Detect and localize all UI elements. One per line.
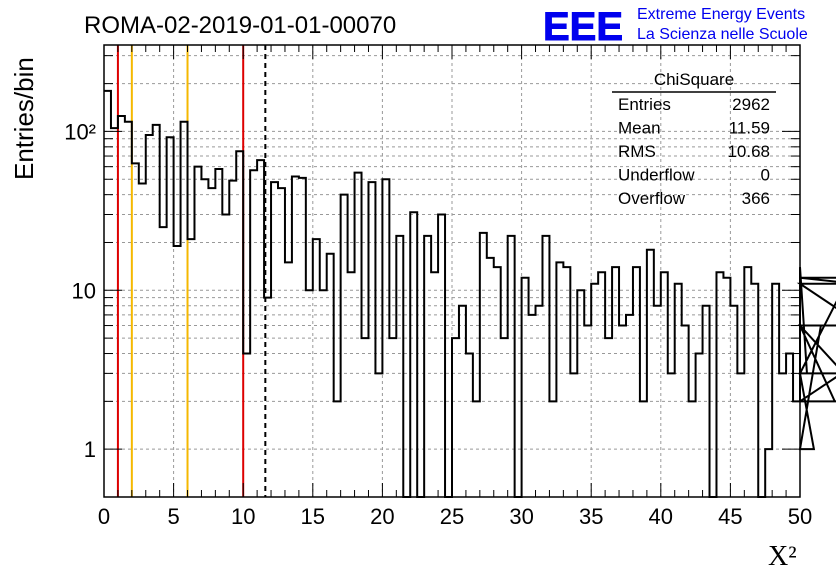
stats-box: ChiSquare Entries 2962 Mean 11.59 RMS 10.68 Un… bbox=[612, 70, 776, 208]
stats-row-label: RMS bbox=[618, 142, 656, 161]
y-tick-labels: 1 10 10² bbox=[64, 119, 96, 462]
x-tick-label: 40 bbox=[649, 504, 673, 529]
y-axis-label: Entries/bin bbox=[9, 57, 39, 180]
chart-title: ROMA-02-2019-01-01-00070 bbox=[84, 12, 396, 39]
x-tick-label: 45 bbox=[718, 504, 742, 529]
x-tick-label: 5 bbox=[167, 504, 179, 529]
histogram-outline bbox=[104, 89, 836, 498]
x-tick-label: 0 bbox=[98, 504, 110, 529]
y-tick-label: 10 bbox=[72, 278, 96, 303]
x-tick-label: 35 bbox=[579, 504, 603, 529]
stats-row-value: 0 bbox=[761, 166, 770, 185]
stats-row-label: Entries bbox=[618, 95, 671, 114]
plot-axes bbox=[103, 44, 801, 498]
stats-rows: Entries 2962 Mean 11.59 RMS 10.68 Underflow 0 Ov… bbox=[618, 95, 770, 208]
x-tick-label: 15 bbox=[301, 504, 325, 529]
stats-row-value: 11.59 bbox=[729, 119, 770, 138]
stats-title: ChiSquare bbox=[654, 70, 734, 89]
logo-subtitle-line2: La Scienza nelle Scuole bbox=[637, 26, 808, 43]
x-axis-label: X² bbox=[768, 541, 797, 572]
x-tick-label: 10 bbox=[231, 504, 255, 529]
x-tick-label: 30 bbox=[509, 504, 533, 529]
stats-row-value: 2962 bbox=[732, 95, 770, 114]
eee-logo: EEE bbox=[543, 5, 623, 49]
stats-row-value: 366 bbox=[742, 189, 770, 208]
x-tick-label: 20 bbox=[370, 504, 394, 529]
x-tick-label: 25 bbox=[440, 504, 464, 529]
stats-row-value: 10.68 bbox=[727, 142, 770, 161]
y-tick-label: 1 bbox=[84, 437, 96, 462]
stats-row-label: Underflow bbox=[618, 166, 695, 185]
x-tick-labels: 0 5 10 15 20 25 30 35 40 45 50 bbox=[98, 504, 812, 529]
logo-subtitle-line1: Extreme Energy Events bbox=[637, 6, 805, 23]
y-tick-label: 10² bbox=[64, 119, 96, 144]
stats-row-label: Overflow bbox=[618, 189, 686, 208]
x-tick-label: 50 bbox=[788, 504, 812, 529]
stats-row-label: Mean bbox=[618, 119, 661, 138]
